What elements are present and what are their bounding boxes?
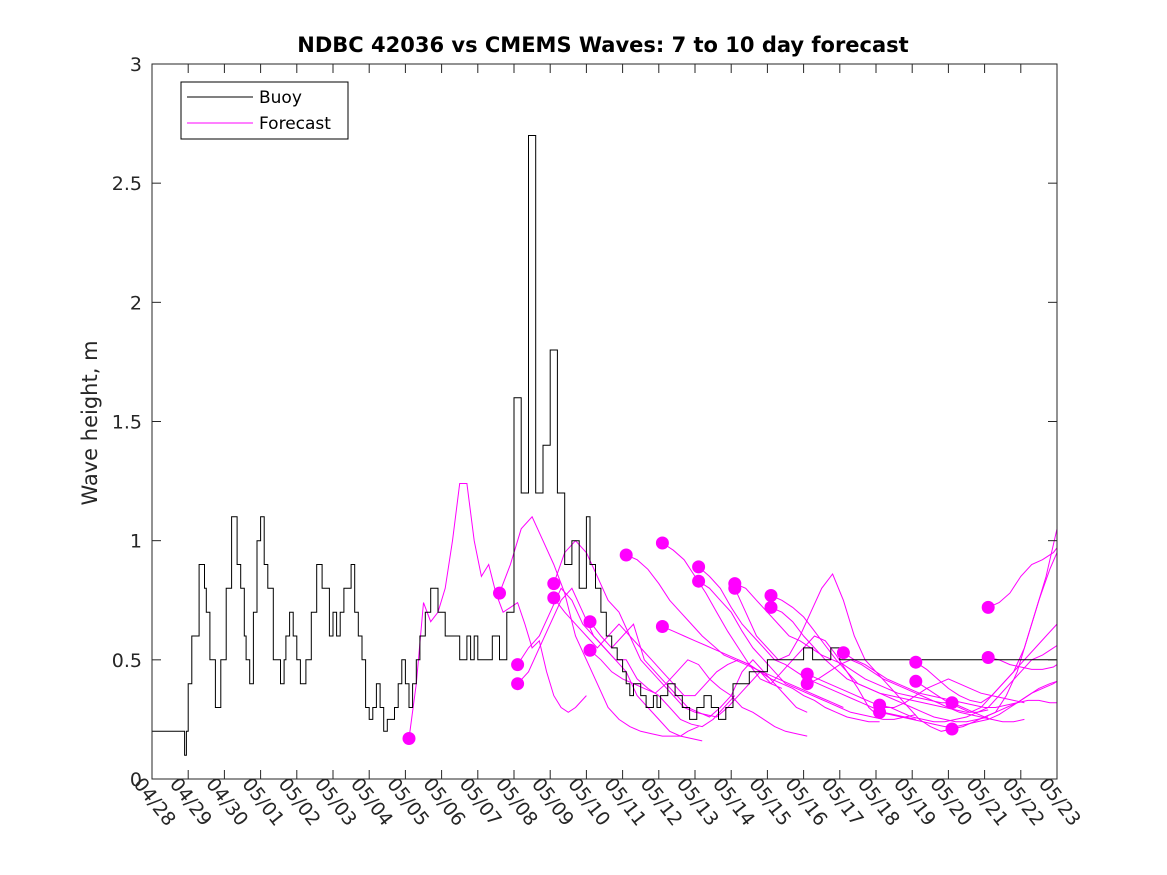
forecast-start-marker-10 <box>655 536 669 550</box>
forecast-start-marker-26 <box>945 722 959 736</box>
forecast-line-4 <box>517 587 736 728</box>
forecast-start-marker-17 <box>764 600 778 614</box>
y-tick-label: 0.5 <box>112 650 142 672</box>
y-tick-label: 1.5 <box>112 412 142 434</box>
forecast-start-marker-6 <box>547 591 561 605</box>
forecast-line-2 <box>499 515 699 737</box>
forecast-line-18 <box>806 673 1025 708</box>
forecast-start-marker-9 <box>619 548 633 562</box>
forecast-line-24 <box>915 623 1058 713</box>
y-axis-label: Wave height, m <box>78 340 102 505</box>
forecast-start-marker-7 <box>583 615 597 629</box>
y-tick-label: 0 <box>130 769 142 791</box>
forecast-line-28 <box>988 657 1058 670</box>
forecast-start-marker-12 <box>692 560 706 574</box>
series-layer <box>152 135 1058 756</box>
forecast-line-26 <box>951 680 1058 730</box>
forecast-start-marker-18 <box>800 667 814 681</box>
forecast-start-marker-22 <box>873 705 887 719</box>
legend-box <box>180 81 349 140</box>
y-tick-label: 3 <box>130 54 142 76</box>
forecast-start-marker-20 <box>836 646 850 660</box>
forecast-start-marker-11 <box>655 620 669 633</box>
forecast-start-marker-5 <box>547 577 561 591</box>
forecast-line-11 <box>662 626 880 723</box>
y-tick-label: 2.5 <box>112 173 142 195</box>
forecast-line-15 <box>734 573 953 732</box>
y-tick-label: 2 <box>130 292 142 314</box>
forecast-start-marker-23 <box>909 655 923 669</box>
forecast-start-marker-4 <box>511 677 525 691</box>
legend-buoy-label: Buoy <box>259 88 302 108</box>
forecast-line-14 <box>734 583 952 704</box>
forecast-line-27 <box>987 547 1058 608</box>
forecast-line-19 <box>806 659 1025 723</box>
buoy-line <box>152 135 1057 756</box>
forecast-start-marker-15 <box>728 581 742 595</box>
forecast-start-marker-16 <box>764 589 778 602</box>
forecast-line-21 <box>879 645 1058 723</box>
plot-background <box>152 64 1057 779</box>
forecast-start-marker-2 <box>493 586 506 600</box>
forecast-line-9 <box>626 554 844 708</box>
forecast-start-marker-1 <box>402 732 416 745</box>
chart-title: NDBC 42036 vs CMEMS Waves: 7 to 10 day f… <box>297 33 908 57</box>
legend-forecast-label: Forecast <box>259 114 331 134</box>
forecast-start-marker-25 <box>945 696 959 710</box>
forecast-line-25 <box>951 552 1058 718</box>
forecast-start-marker-8 <box>583 643 597 657</box>
forecast-start-marker-28 <box>981 651 995 664</box>
forecast-start-marker-13 <box>692 574 706 588</box>
forecast-start-marker-24 <box>909 674 923 688</box>
forecast-start-marker-27 <box>981 600 995 614</box>
legend: Buoy Forecast <box>180 81 349 140</box>
plot-area <box>152 64 1057 779</box>
forecast-start-marker-3 <box>511 658 525 672</box>
y-tick-label: 1 <box>130 531 142 553</box>
forecast-line-7 <box>589 621 808 718</box>
forecast-start-marker-19 <box>800 677 814 691</box>
